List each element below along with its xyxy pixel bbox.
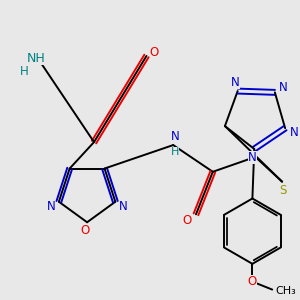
- Text: O: O: [80, 224, 90, 237]
- Text: N: N: [278, 81, 287, 94]
- Text: N: N: [248, 152, 257, 164]
- Text: N: N: [231, 76, 240, 89]
- Text: H: H: [20, 65, 28, 78]
- Text: NH: NH: [27, 52, 46, 65]
- Text: O: O: [248, 275, 257, 288]
- Text: N: N: [119, 200, 128, 213]
- Text: O: O: [182, 214, 192, 227]
- Text: S: S: [279, 184, 287, 197]
- Text: CH₃: CH₃: [275, 286, 296, 296]
- Text: N: N: [290, 126, 298, 139]
- Text: N: N: [171, 130, 180, 142]
- Text: N: N: [46, 200, 55, 213]
- Text: O: O: [150, 46, 159, 59]
- Text: H: H: [171, 147, 179, 157]
